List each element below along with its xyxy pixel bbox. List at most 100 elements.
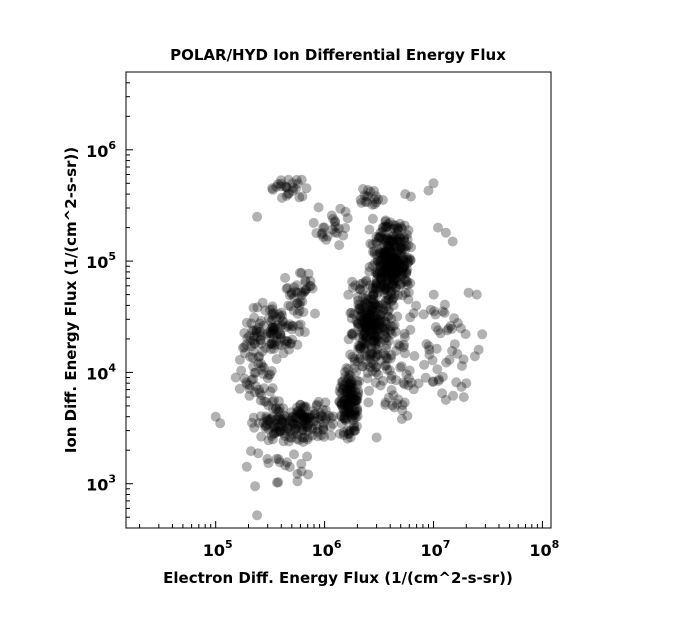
data-point [356, 327, 367, 338]
data-point [365, 186, 376, 197]
data-point [398, 234, 409, 244]
data-point [334, 386, 345, 397]
data-point [381, 267, 392, 277]
data-point [351, 421, 362, 432]
data-point [345, 378, 355, 389]
data-point [275, 414, 286, 425]
data-point [379, 316, 390, 327]
data-point [269, 344, 279, 354]
data-point [359, 190, 370, 201]
data-point [383, 218, 394, 229]
data-point [378, 264, 388, 275]
data-point [294, 435, 305, 445]
x-tick-label: 105 [203, 538, 233, 560]
data-point [313, 202, 324, 213]
data-point [365, 309, 376, 320]
data-point [370, 299, 381, 310]
data-point [362, 373, 373, 384]
data-point [372, 269, 383, 280]
data-point [298, 436, 309, 447]
data-point [396, 242, 407, 253]
data-point [433, 325, 444, 336]
x-axis-label: Electron Diff. Energy Flux (1/(cm^2-s-sr… [163, 569, 513, 587]
data-point [317, 411, 328, 422]
data-point [363, 333, 374, 344]
data-point [365, 349, 376, 360]
data-point [266, 430, 277, 441]
data-point [361, 335, 372, 346]
data-point [398, 268, 409, 279]
data-point [258, 320, 269, 331]
data-point [288, 428, 299, 439]
data-point [296, 466, 307, 477]
data-point [381, 221, 392, 232]
data-point [433, 222, 443, 233]
data-point [296, 287, 307, 298]
data-point [337, 392, 348, 403]
data-point [338, 427, 349, 438]
data-point [254, 418, 265, 428]
data-point [267, 338, 278, 349]
data-point [249, 312, 260, 323]
data-point [391, 265, 402, 276]
data-point [366, 320, 377, 331]
data-point [367, 348, 378, 359]
data-point [244, 390, 255, 401]
data-point [343, 429, 354, 439]
data-point [379, 329, 390, 340]
data-point [276, 333, 286, 344]
data-point [343, 407, 354, 418]
data-point [404, 365, 415, 376]
data-point [381, 281, 392, 292]
data-point [385, 353, 396, 364]
data-point [307, 423, 318, 434]
data-point [377, 322, 388, 332]
data-point [400, 288, 411, 298]
data-point [362, 315, 373, 326]
data-point [398, 255, 409, 266]
data-point [297, 425, 307, 436]
data-point [379, 229, 390, 240]
data-point [402, 254, 413, 265]
data-point [399, 328, 410, 339]
x-tick-label: 108 [529, 538, 559, 560]
data-point [300, 284, 311, 295]
data-point [267, 322, 278, 333]
data-point [252, 327, 262, 338]
data-point [254, 351, 265, 362]
data-point [261, 330, 272, 341]
data-point [380, 265, 390, 276]
data-point [274, 411, 285, 422]
data-point [279, 425, 290, 436]
data-point [267, 304, 278, 315]
data-point [309, 409, 320, 420]
data-point [366, 324, 377, 335]
data-point [377, 195, 388, 205]
data-point [353, 388, 364, 399]
data-point [245, 351, 256, 362]
data-point [376, 309, 386, 320]
data-point [381, 352, 392, 363]
data-point [360, 350, 370, 361]
data-point [346, 313, 357, 324]
data-point [367, 336, 378, 347]
data-point [335, 203, 346, 214]
data-point [379, 278, 390, 289]
data-point [361, 191, 372, 202]
data-point [267, 326, 278, 336]
data-point [365, 353, 376, 364]
data-point [477, 329, 488, 340]
data-point [396, 269, 406, 280]
data-point [345, 389, 356, 400]
data-point [266, 328, 277, 339]
data-point [364, 300, 375, 311]
data-point [424, 349, 435, 360]
data-point [421, 339, 432, 349]
data-point [372, 349, 382, 360]
data-point [376, 317, 386, 328]
data-point [370, 283, 381, 294]
data-point [385, 326, 396, 337]
data-point [380, 275, 391, 286]
data-point [362, 367, 373, 378]
data-point [261, 397, 272, 407]
